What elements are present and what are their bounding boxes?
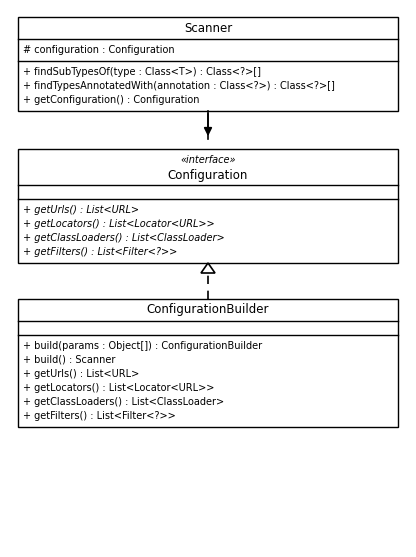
Text: + getFilters() : List<Filter<?>>: + getFilters() : List<Filter<?>> (23, 411, 176, 421)
Text: Configuration: Configuration (168, 169, 248, 182)
Text: # configuration : Configuration: # configuration : Configuration (23, 45, 175, 55)
Bar (18, 149, 398, 263)
Text: + getConfiguration() : Configuration: + getConfiguration() : Configuration (23, 95, 200, 105)
Text: + build() : Scanner: + build() : Scanner (23, 355, 115, 365)
Text: + getUrls() : List<URL>: + getUrls() : List<URL> (23, 205, 139, 215)
Text: + getUrls() : List<URL>: + getUrls() : List<URL> (23, 369, 139, 379)
Text: + build(params : Object[]) : ConfigurationBuilder: + build(params : Object[]) : Configurati… (23, 341, 262, 351)
Bar (18, 17, 398, 111)
Text: «interface»: «interface» (180, 155, 236, 165)
Text: + getClassLoaders() : List<ClassLoader>: + getClassLoaders() : List<ClassLoader> (23, 233, 225, 243)
Text: Scanner: Scanner (184, 22, 232, 35)
Text: + findSubTypesOf(type : Class<T>) : Class<?>[]: + findSubTypesOf(type : Class<T>) : Clas… (23, 67, 261, 77)
Text: ConfigurationBuilder: ConfigurationBuilder (147, 304, 269, 316)
Text: + findTypesAnnotatedWith(annotation : Class<?>) : Class<?>[]: + findTypesAnnotatedWith(annotation : Cl… (23, 81, 335, 91)
Text: + getLocators() : List<Locator<URL>>: + getLocators() : List<Locator<URL>> (23, 219, 215, 229)
Text: + getClassLoaders() : List<ClassLoader>: + getClassLoaders() : List<ClassLoader> (23, 397, 224, 407)
Text: + getLocators() : List<Locator<URL>>: + getLocators() : List<Locator<URL>> (23, 383, 214, 393)
Bar (18, 299, 398, 427)
Text: + getFilters() : List<Filter<?>>: + getFilters() : List<Filter<?>> (23, 247, 177, 257)
